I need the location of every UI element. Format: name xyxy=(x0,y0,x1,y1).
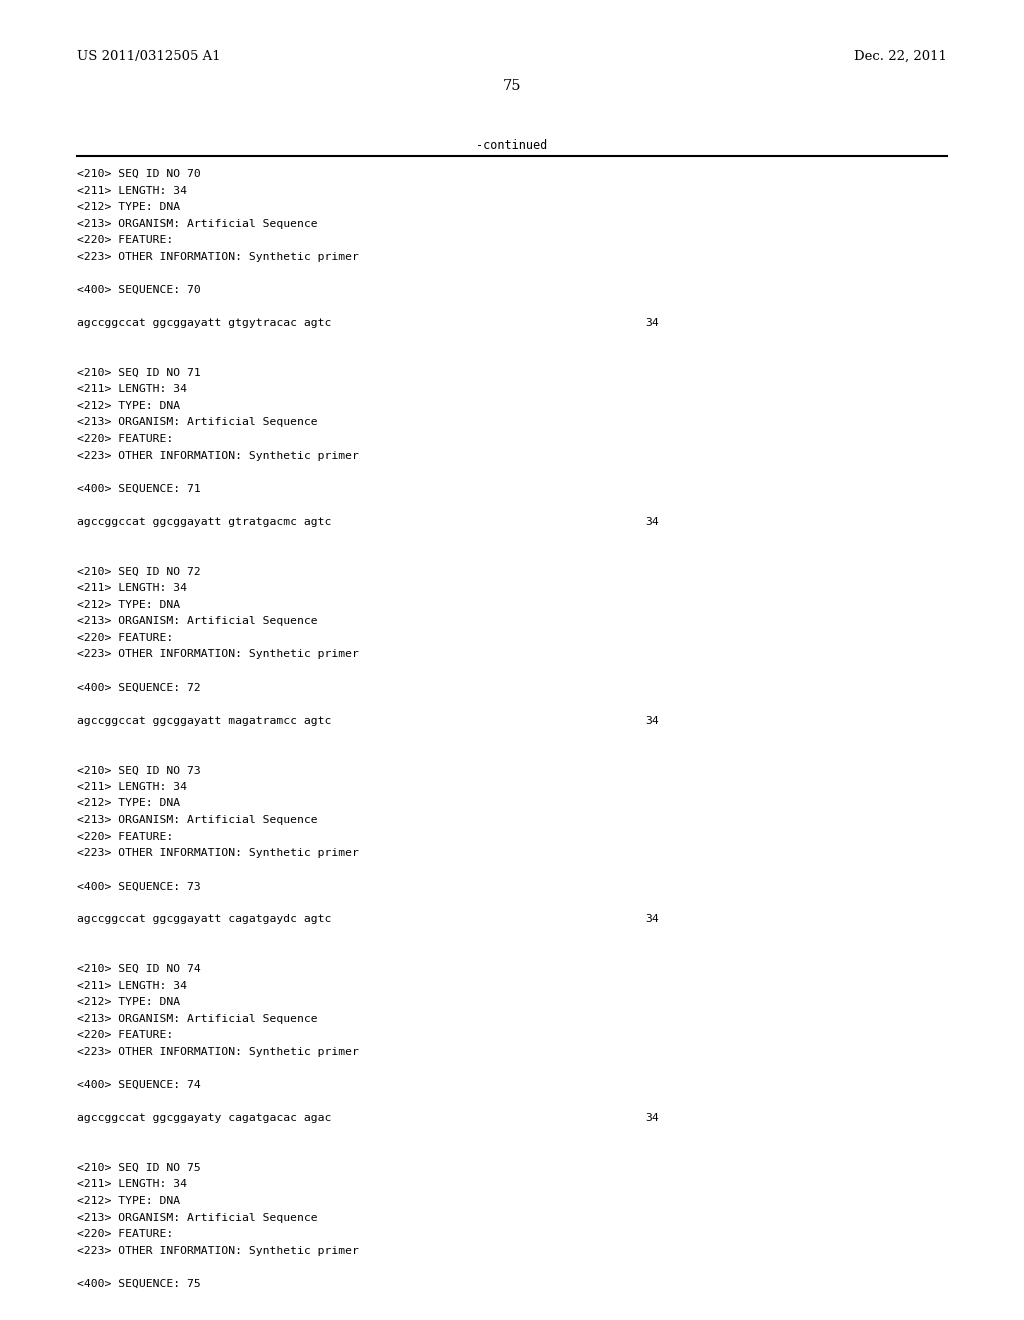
Text: -continued: -continued xyxy=(476,139,548,152)
Text: <220> FEATURE:: <220> FEATURE: xyxy=(77,832,173,842)
Text: <400> SEQUENCE: 75: <400> SEQUENCE: 75 xyxy=(77,1279,201,1288)
Text: <400> SEQUENCE: 74: <400> SEQUENCE: 74 xyxy=(77,1080,201,1090)
Text: 34: 34 xyxy=(645,1113,658,1123)
Text: US 2011/0312505 A1: US 2011/0312505 A1 xyxy=(77,50,220,63)
Text: 34: 34 xyxy=(645,318,658,329)
Text: 75: 75 xyxy=(503,79,521,94)
Text: agccggccat ggcggayatt gtgytracac agtc: agccggccat ggcggayatt gtgytracac agtc xyxy=(77,318,331,329)
Text: <212> TYPE: DNA: <212> TYPE: DNA xyxy=(77,202,180,213)
Text: <212> TYPE: DNA: <212> TYPE: DNA xyxy=(77,599,180,610)
Text: <212> TYPE: DNA: <212> TYPE: DNA xyxy=(77,1196,180,1206)
Text: <223> OTHER INFORMATION: Synthetic primer: <223> OTHER INFORMATION: Synthetic prime… xyxy=(77,1047,358,1057)
Text: <213> ORGANISM: Artificial Sequence: <213> ORGANISM: Artificial Sequence xyxy=(77,616,317,626)
Text: <211> LENGTH: 34: <211> LENGTH: 34 xyxy=(77,384,186,395)
Text: <211> LENGTH: 34: <211> LENGTH: 34 xyxy=(77,583,186,593)
Text: Dec. 22, 2011: Dec. 22, 2011 xyxy=(854,50,947,63)
Text: <210> SEQ ID NO 74: <210> SEQ ID NO 74 xyxy=(77,964,201,974)
Text: <220> FEATURE:: <220> FEATURE: xyxy=(77,1229,173,1239)
Text: <400> SEQUENCE: 70: <400> SEQUENCE: 70 xyxy=(77,285,201,294)
Text: <212> TYPE: DNA: <212> TYPE: DNA xyxy=(77,401,180,411)
Text: <210> SEQ ID NO 71: <210> SEQ ID NO 71 xyxy=(77,368,201,378)
Text: <213> ORGANISM: Artificial Sequence: <213> ORGANISM: Artificial Sequence xyxy=(77,1213,317,1222)
Text: <223> OTHER INFORMATION: Synthetic primer: <223> OTHER INFORMATION: Synthetic prime… xyxy=(77,252,358,261)
Text: <211> LENGTH: 34: <211> LENGTH: 34 xyxy=(77,186,186,195)
Text: <213> ORGANISM: Artificial Sequence: <213> ORGANISM: Artificial Sequence xyxy=(77,814,317,825)
Text: agccggccat ggcggayatt magatramcc agtc: agccggccat ggcggayatt magatramcc agtc xyxy=(77,715,331,726)
Text: <220> FEATURE:: <220> FEATURE: xyxy=(77,632,173,643)
Text: <400> SEQUENCE: 71: <400> SEQUENCE: 71 xyxy=(77,483,201,494)
Text: <400> SEQUENCE: 72: <400> SEQUENCE: 72 xyxy=(77,682,201,693)
Text: 34: 34 xyxy=(645,915,658,924)
Text: agccggccat ggcggayaty cagatgacac agac: agccggccat ggcggayaty cagatgacac agac xyxy=(77,1113,331,1123)
Text: <213> ORGANISM: Artificial Sequence: <213> ORGANISM: Artificial Sequence xyxy=(77,219,317,228)
Text: agccggccat ggcggayatt gtratgacmc agtc: agccggccat ggcggayatt gtratgacmc agtc xyxy=(77,517,331,527)
Text: <220> FEATURE:: <220> FEATURE: xyxy=(77,434,173,444)
Text: <223> OTHER INFORMATION: Synthetic primer: <223> OTHER INFORMATION: Synthetic prime… xyxy=(77,649,358,660)
Text: <400> SEQUENCE: 73: <400> SEQUENCE: 73 xyxy=(77,882,201,891)
Text: <211> LENGTH: 34: <211> LENGTH: 34 xyxy=(77,781,186,792)
Text: <223> OTHER INFORMATION: Synthetic primer: <223> OTHER INFORMATION: Synthetic prime… xyxy=(77,450,358,461)
Text: <210> SEQ ID NO 70: <210> SEQ ID NO 70 xyxy=(77,169,201,180)
Text: <212> TYPE: DNA: <212> TYPE: DNA xyxy=(77,799,180,808)
Text: agccggccat ggcggayatt cagatgaydc agtc: agccggccat ggcggayatt cagatgaydc agtc xyxy=(77,915,331,924)
Text: <213> ORGANISM: Artificial Sequence: <213> ORGANISM: Artificial Sequence xyxy=(77,1014,317,1024)
Text: <223> OTHER INFORMATION: Synthetic primer: <223> OTHER INFORMATION: Synthetic prime… xyxy=(77,1246,358,1255)
Text: <212> TYPE: DNA: <212> TYPE: DNA xyxy=(77,997,180,1007)
Text: <213> ORGANISM: Artificial Sequence: <213> ORGANISM: Artificial Sequence xyxy=(77,417,317,428)
Text: <211> LENGTH: 34: <211> LENGTH: 34 xyxy=(77,981,186,991)
Text: 34: 34 xyxy=(645,517,658,527)
Text: <210> SEQ ID NO 72: <210> SEQ ID NO 72 xyxy=(77,566,201,577)
Text: <220> FEATURE:: <220> FEATURE: xyxy=(77,1031,173,1040)
Text: <223> OTHER INFORMATION: Synthetic primer: <223> OTHER INFORMATION: Synthetic prime… xyxy=(77,849,358,858)
Text: <211> LENGTH: 34: <211> LENGTH: 34 xyxy=(77,1180,186,1189)
Text: <220> FEATURE:: <220> FEATURE: xyxy=(77,235,173,246)
Text: <210> SEQ ID NO 73: <210> SEQ ID NO 73 xyxy=(77,766,201,775)
Text: <210> SEQ ID NO 75: <210> SEQ ID NO 75 xyxy=(77,1163,201,1173)
Text: 34: 34 xyxy=(645,715,658,726)
